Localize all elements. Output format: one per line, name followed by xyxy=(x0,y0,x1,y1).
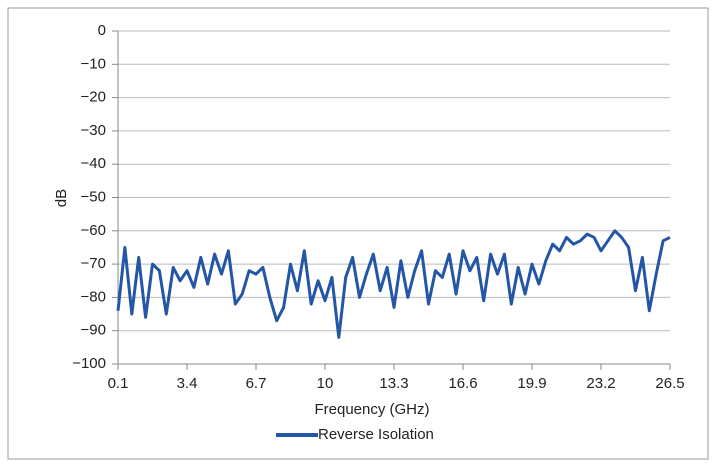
x-tick-label: 3.4 xyxy=(177,375,198,392)
y-tick-label: −20 xyxy=(81,89,106,106)
y-axis-label: dB xyxy=(53,189,70,207)
x-tick-label: 0.1 xyxy=(108,375,129,392)
y-tick-label: −60 xyxy=(81,222,106,239)
x-axis-label: Frequency (GHz) xyxy=(314,401,429,418)
y-tick-label: −40 xyxy=(81,155,106,172)
y-tick-label: −70 xyxy=(81,255,106,272)
y-tick-label: −90 xyxy=(81,322,106,339)
x-tick-label: 13.3 xyxy=(379,375,408,392)
x-tick-label: 16.6 xyxy=(448,375,477,392)
x-tick-label: 10 xyxy=(317,375,334,392)
legend-label: Reverse Isolation xyxy=(318,426,434,443)
x-tick-label: 26.5 xyxy=(655,375,684,392)
y-tick-label: −30 xyxy=(81,122,106,139)
x-tick-label: 19.9 xyxy=(517,375,546,392)
x-tick-label: 23.2 xyxy=(586,375,615,392)
y-tick-label: −80 xyxy=(81,288,106,305)
y-tick-label: −10 xyxy=(81,55,106,72)
y-tick-label: −50 xyxy=(81,188,106,205)
chart-border xyxy=(7,7,709,460)
x-tick-label: 6.7 xyxy=(246,375,267,392)
data-line xyxy=(116,229,671,339)
y-tick-label: 0 xyxy=(98,22,106,39)
y-tick-label: −100 xyxy=(72,355,106,372)
